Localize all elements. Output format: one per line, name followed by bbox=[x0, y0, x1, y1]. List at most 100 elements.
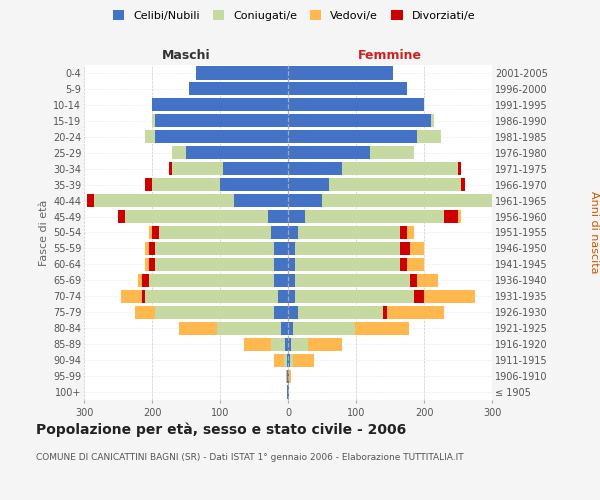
Bar bbox=[135, 306, 155, 319]
Bar bbox=[288, 322, 293, 335]
Bar bbox=[288, 258, 295, 271]
Bar bbox=[287, 386, 288, 398]
Bar bbox=[271, 338, 284, 350]
Bar bbox=[288, 210, 305, 223]
Text: Anni di nascita: Anni di nascita bbox=[589, 191, 599, 274]
Bar bbox=[149, 258, 155, 271]
Bar bbox=[169, 162, 172, 175]
Text: Popolazione per età, sesso e stato civile - 2006: Popolazione per età, sesso e stato civil… bbox=[36, 422, 406, 437]
Bar bbox=[186, 146, 288, 160]
Bar bbox=[290, 354, 293, 366]
Bar bbox=[431, 114, 434, 128]
Bar bbox=[145, 290, 278, 303]
Bar bbox=[292, 338, 308, 350]
Text: Femmine: Femmine bbox=[358, 49, 422, 62]
Bar bbox=[424, 290, 475, 303]
Bar bbox=[289, 370, 291, 382]
Text: Maschi: Maschi bbox=[161, 49, 211, 62]
Bar bbox=[458, 162, 461, 175]
Bar bbox=[274, 274, 288, 287]
Bar bbox=[288, 114, 431, 128]
Bar bbox=[400, 226, 407, 239]
Bar bbox=[509, 194, 512, 207]
Bar bbox=[268, 210, 288, 223]
Bar bbox=[94, 194, 233, 207]
Bar bbox=[308, 338, 343, 350]
Bar bbox=[274, 258, 288, 271]
Bar bbox=[217, 322, 281, 335]
Bar bbox=[155, 114, 288, 128]
Bar bbox=[271, 226, 288, 239]
Legend: Celibi/Nubili, Coniugati/e, Vedovi/e, Divorziati/e: Celibi/Nubili, Coniugati/e, Vedovi/e, Di… bbox=[111, 8, 477, 23]
Bar bbox=[370, 146, 414, 160]
Bar bbox=[288, 386, 289, 398]
Bar bbox=[458, 210, 461, 223]
Bar bbox=[172, 162, 223, 175]
Bar bbox=[139, 274, 142, 287]
Bar bbox=[322, 194, 496, 207]
Bar bbox=[461, 178, 465, 191]
Bar bbox=[286, 370, 287, 382]
Bar bbox=[149, 226, 152, 239]
Bar bbox=[417, 130, 441, 143]
Bar bbox=[400, 258, 407, 271]
Bar bbox=[155, 130, 288, 143]
Bar bbox=[288, 354, 290, 366]
Bar bbox=[223, 162, 288, 175]
Bar bbox=[329, 178, 461, 191]
Bar bbox=[343, 162, 458, 175]
Bar bbox=[288, 226, 298, 239]
Bar bbox=[386, 306, 445, 319]
Bar bbox=[295, 274, 410, 287]
Bar bbox=[172, 146, 186, 160]
Bar bbox=[152, 114, 155, 128]
Bar bbox=[196, 66, 288, 80]
Bar bbox=[355, 322, 409, 335]
Bar bbox=[88, 194, 94, 207]
Bar bbox=[288, 162, 343, 175]
Bar bbox=[142, 290, 145, 303]
Bar bbox=[274, 242, 288, 255]
Bar bbox=[293, 354, 314, 366]
Bar bbox=[220, 178, 288, 191]
Bar bbox=[284, 354, 287, 366]
Bar bbox=[145, 258, 149, 271]
Bar bbox=[288, 178, 329, 191]
Bar bbox=[155, 306, 274, 319]
Bar bbox=[284, 338, 288, 350]
Bar bbox=[288, 146, 370, 160]
Bar bbox=[288, 242, 295, 255]
Bar bbox=[145, 130, 155, 143]
Bar bbox=[142, 274, 149, 287]
Bar bbox=[287, 370, 288, 382]
Bar bbox=[305, 210, 445, 223]
Bar bbox=[288, 290, 295, 303]
Bar bbox=[274, 354, 284, 366]
Bar bbox=[288, 338, 292, 350]
Bar bbox=[288, 274, 295, 287]
Bar bbox=[288, 130, 417, 143]
Bar bbox=[159, 226, 271, 239]
Bar bbox=[496, 194, 509, 207]
Bar bbox=[190, 82, 288, 96]
Bar bbox=[410, 242, 424, 255]
Bar bbox=[288, 82, 407, 96]
Bar bbox=[295, 290, 414, 303]
Bar bbox=[121, 290, 142, 303]
Bar bbox=[287, 354, 288, 366]
Bar bbox=[149, 274, 274, 287]
Bar bbox=[288, 370, 289, 382]
Bar bbox=[155, 258, 274, 271]
Bar bbox=[274, 306, 288, 319]
Bar bbox=[233, 194, 288, 207]
Text: COMUNE DI CANICATTINI BAGNI (SR) - Dati ISTAT 1° gennaio 2006 - Elaborazione TUT: COMUNE DI CANICATTINI BAGNI (SR) - Dati … bbox=[36, 452, 464, 462]
Bar bbox=[145, 178, 152, 191]
Bar bbox=[244, 338, 271, 350]
Bar bbox=[414, 290, 424, 303]
Bar bbox=[149, 242, 155, 255]
Bar bbox=[288, 306, 298, 319]
Bar bbox=[445, 210, 458, 223]
Bar bbox=[152, 98, 288, 112]
Bar bbox=[410, 274, 417, 287]
Bar bbox=[278, 290, 288, 303]
